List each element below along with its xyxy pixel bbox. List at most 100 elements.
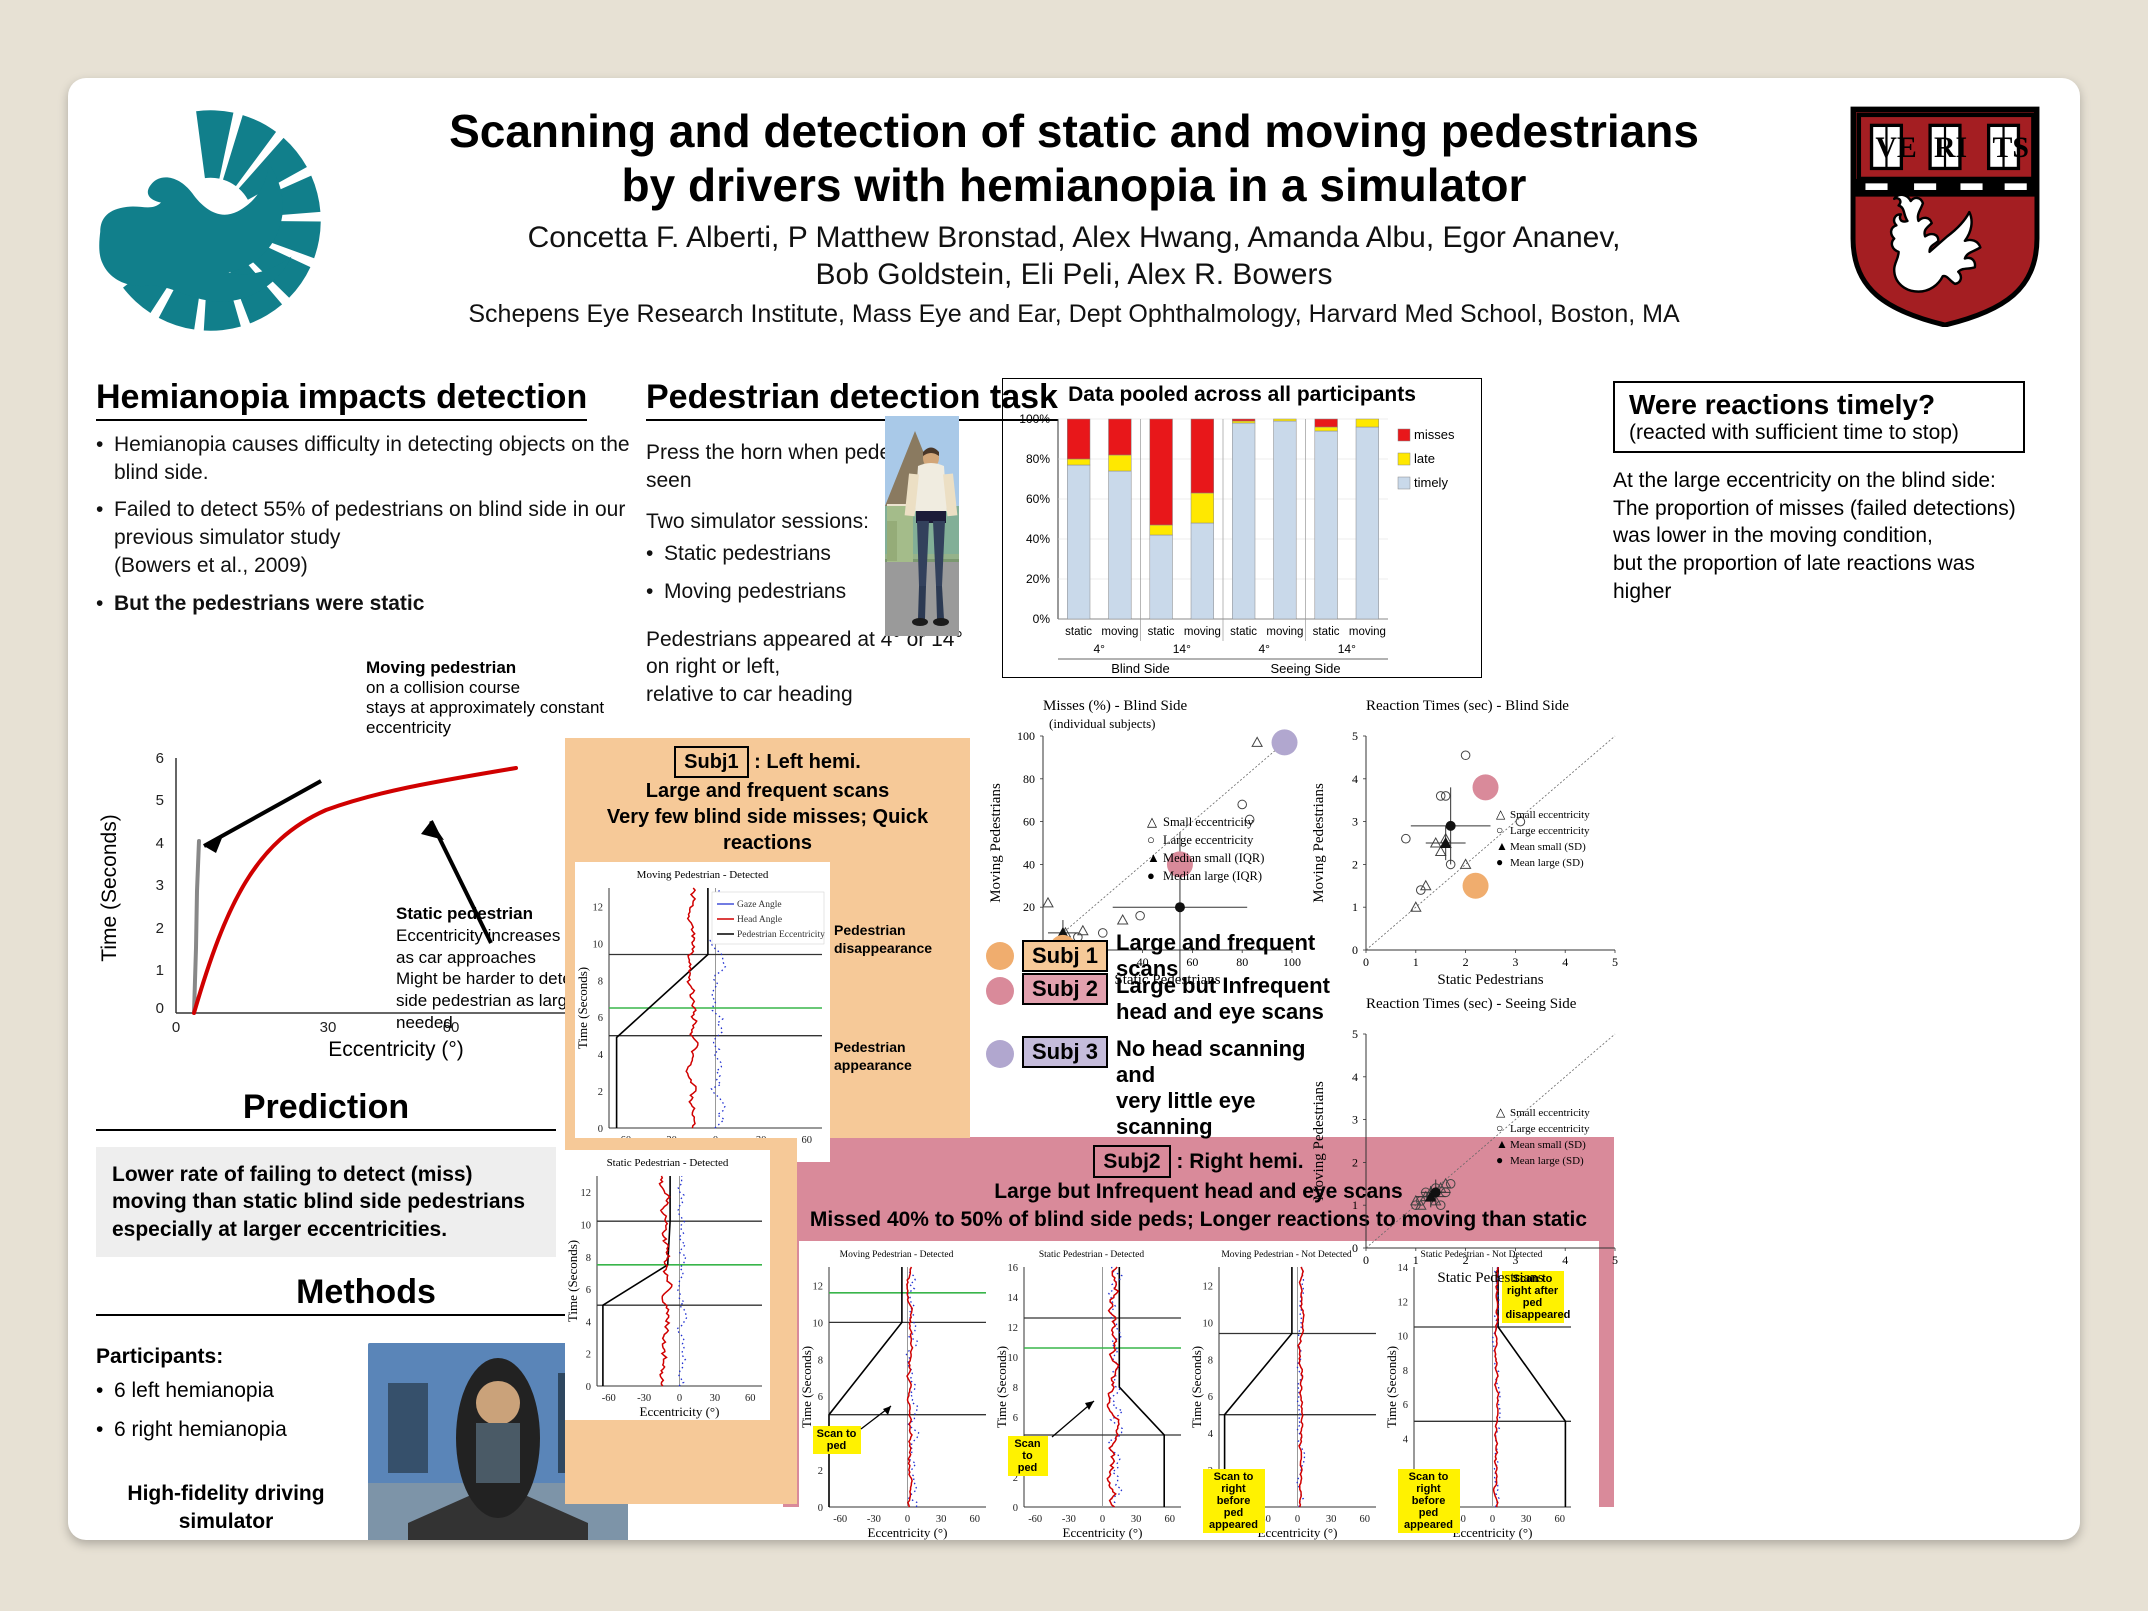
svg-text:2: 2	[598, 1087, 603, 1098]
svg-text:5: 5	[1612, 1253, 1618, 1267]
svg-text:5: 5	[1612, 955, 1618, 969]
svg-text:Gaze Angle: Gaze Angle	[737, 900, 782, 910]
svg-text:80: 80	[1023, 772, 1035, 786]
svg-text:0%: 0%	[1033, 612, 1051, 626]
svg-text:4: 4	[1352, 1070, 1358, 1084]
svg-text:Moving Pedestrians: Moving Pedestrians	[988, 783, 1004, 903]
svg-text:0: 0	[598, 1124, 603, 1135]
svg-text:▲: ▲	[1147, 850, 1160, 865]
svg-text:Mean large (SD): Mean large (SD)	[1510, 857, 1584, 869]
svg-text:Static Pedestrians: Static Pedestrians	[1437, 1270, 1543, 1286]
svg-text:Static Pedestrians: Static Pedestrians	[1437, 972, 1543, 988]
svg-text:▲: ▲	[1496, 839, 1508, 853]
svg-text:static: static	[1230, 626, 1257, 638]
svg-text:60: 60	[1359, 1514, 1370, 1525]
svg-text:0: 0	[1363, 955, 1369, 969]
svg-text:Head Angle: Head Angle	[737, 915, 782, 925]
svg-text:30: 30	[710, 1393, 721, 1404]
svg-text:-30: -30	[637, 1393, 651, 1404]
svg-text:0: 0	[677, 1393, 682, 1404]
svg-text:Seeing Side: Seeing Side	[1270, 661, 1340, 676]
svg-text:2: 2	[1463, 1253, 1469, 1267]
svg-text:Eccentricity (°): Eccentricity (°)	[640, 1404, 720, 1419]
svg-text:4°: 4°	[1093, 642, 1105, 656]
svg-text:△: △	[1496, 807, 1506, 821]
svg-text:1: 1	[156, 962, 164, 979]
svg-text:Small eccentricity: Small eccentricity	[1163, 815, 1254, 829]
svg-text:●: ●	[1147, 868, 1155, 883]
svg-text:moving: moving	[1266, 626, 1303, 638]
svg-text:Pedestrian Eccentricity: Pedestrian Eccentricity	[737, 930, 825, 940]
svg-text:30: 30	[320, 1019, 337, 1036]
svg-text:Time (Seconds): Time (Seconds)	[1189, 1346, 1204, 1428]
svg-text:30: 30	[1520, 1514, 1531, 1525]
svg-text:(individual subjects): (individual subjects)	[1049, 716, 1156, 731]
svg-text:80%: 80%	[1026, 452, 1050, 466]
svg-text:12: 12	[581, 1188, 592, 1199]
svg-text:60%: 60%	[1026, 492, 1050, 506]
svg-text:0: 0	[1489, 1514, 1494, 1525]
svg-text:10: 10	[593, 939, 604, 950]
svg-text:▲: ▲	[1496, 1137, 1508, 1151]
svg-text:4: 4	[1352, 772, 1358, 786]
svg-text:10: 10	[1202, 1318, 1213, 1329]
svg-text:static: static	[1065, 626, 1092, 638]
svg-text:40%: 40%	[1026, 532, 1050, 546]
svg-text:4°: 4°	[1258, 642, 1270, 656]
svg-text:RI: RI	[1934, 131, 1967, 164]
svg-text:3: 3	[1352, 1113, 1358, 1127]
svg-text:TS: TS	[1993, 131, 2029, 164]
svg-text:3: 3	[1512, 1253, 1518, 1267]
svg-text:Mean small (SD): Mean small (SD)	[1510, 841, 1586, 853]
svg-text:6: 6	[586, 1285, 591, 1296]
svg-text:20%: 20%	[1026, 572, 1050, 586]
svg-text:14°: 14°	[1338, 642, 1356, 656]
svg-text:0: 0	[1352, 943, 1358, 957]
svg-text:Moving Pedestrian - Detected: Moving Pedestrian - Detected	[637, 869, 769, 881]
svg-text:static: static	[1148, 626, 1175, 638]
svg-text:0: 0	[1352, 1241, 1358, 1255]
svg-text:○: ○	[1147, 832, 1155, 847]
svg-text:4: 4	[156, 835, 164, 852]
svg-text:10: 10	[581, 1221, 592, 1232]
svg-text:moving: moving	[1101, 626, 1138, 638]
svg-text:5: 5	[1352, 729, 1358, 743]
svg-text:Large eccentricity: Large eccentricity	[1163, 833, 1254, 847]
svg-text:8: 8	[598, 976, 603, 987]
svg-text:3: 3	[1352, 815, 1358, 829]
svg-text:2: 2	[1463, 955, 1469, 969]
svg-text:5: 5	[1352, 1027, 1358, 1041]
svg-text:Blind Side: Blind Side	[1111, 661, 1170, 676]
svg-text:100: 100	[1017, 729, 1035, 743]
svg-text:2: 2	[156, 920, 164, 937]
svg-text:1: 1	[1352, 1198, 1358, 1212]
svg-text:Time (Seconds): Time (Seconds)	[575, 967, 590, 1049]
svg-text:0: 0	[172, 1019, 180, 1036]
svg-text:0: 0	[586, 1382, 591, 1393]
svg-text:1: 1	[1413, 955, 1419, 969]
svg-text:12: 12	[1202, 1281, 1213, 1292]
svg-text:1: 1	[1352, 900, 1358, 914]
svg-text:3: 3	[1512, 955, 1518, 969]
svg-text:Large eccentricity: Large eccentricity	[1510, 1123, 1590, 1135]
svg-text:static: static	[1313, 626, 1340, 638]
svg-text:△: △	[1147, 814, 1157, 829]
svg-text:4: 4	[586, 1317, 592, 1328]
svg-text:Eccentricity (°): Eccentricity (°)	[1452, 1525, 1532, 1540]
svg-text:○: ○	[1496, 823, 1503, 837]
svg-text:40: 40	[1023, 857, 1035, 871]
svg-text:5: 5	[156, 792, 164, 809]
svg-text:2: 2	[1352, 1155, 1358, 1169]
svg-text:Static Pedestrian - Detected: Static Pedestrian - Detected	[607, 1157, 729, 1169]
svg-text:60: 60	[802, 1135, 813, 1146]
svg-text:Median large (IQR): Median large (IQR)	[1163, 869, 1262, 883]
svg-text:late: late	[1414, 451, 1435, 466]
svg-text:Time (Seconds): Time (Seconds)	[1384, 1346, 1399, 1428]
svg-text:Time (Seconds): Time (Seconds)	[98, 814, 121, 961]
svg-text:timely: timely	[1414, 475, 1448, 490]
svg-text:Large eccentricity: Large eccentricity	[1510, 825, 1590, 837]
svg-text:6: 6	[156, 750, 164, 767]
svg-text:60: 60	[1554, 1514, 1565, 1525]
svg-text:Mean large (SD): Mean large (SD)	[1510, 1155, 1584, 1167]
svg-text:8: 8	[1207, 1355, 1212, 1366]
